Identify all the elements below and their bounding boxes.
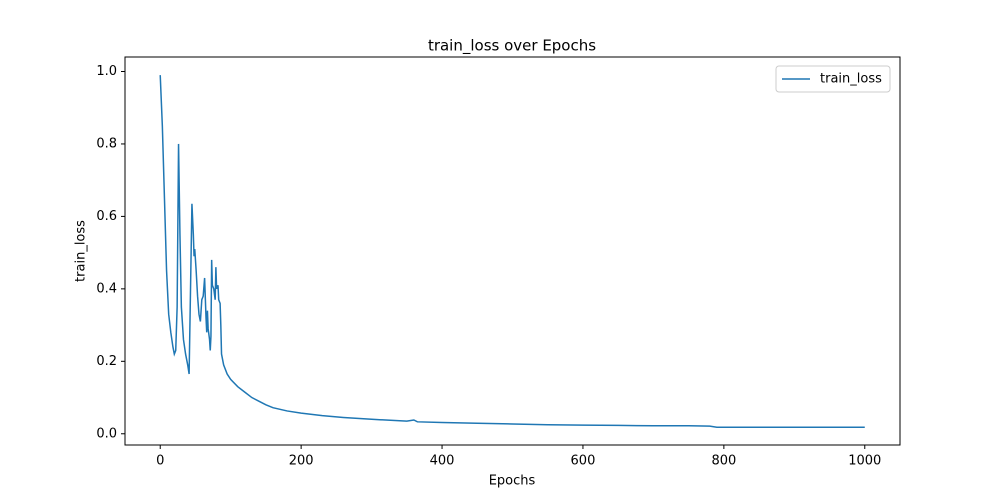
legend-box xyxy=(775,65,891,93)
axes-frame xyxy=(124,56,901,446)
x-tick-label: 800 xyxy=(711,454,736,469)
y-tick-label: 0.4 xyxy=(96,281,117,296)
y-axis-label: train_loss xyxy=(74,220,89,282)
x-tick-label: 0 xyxy=(156,454,164,469)
y-tick-label: 0.6 xyxy=(96,209,117,224)
x-tick-label: 1000 xyxy=(848,454,881,469)
y-tick-label: 0.2 xyxy=(96,354,117,369)
x-tick-label: 400 xyxy=(430,454,455,469)
y-tick-label: 1.0 xyxy=(96,64,117,79)
x-axis-label: Epochs xyxy=(489,474,536,489)
legend-label: train_loss xyxy=(820,72,882,87)
y-tick-label: 0.0 xyxy=(96,426,117,441)
y-tick-label: 0.8 xyxy=(96,136,117,151)
line xyxy=(159,75,865,428)
chart-title: train_loss over Epochs xyxy=(428,37,596,56)
x-tick-label: 600 xyxy=(571,454,596,469)
x-tick-label: 200 xyxy=(289,454,314,469)
